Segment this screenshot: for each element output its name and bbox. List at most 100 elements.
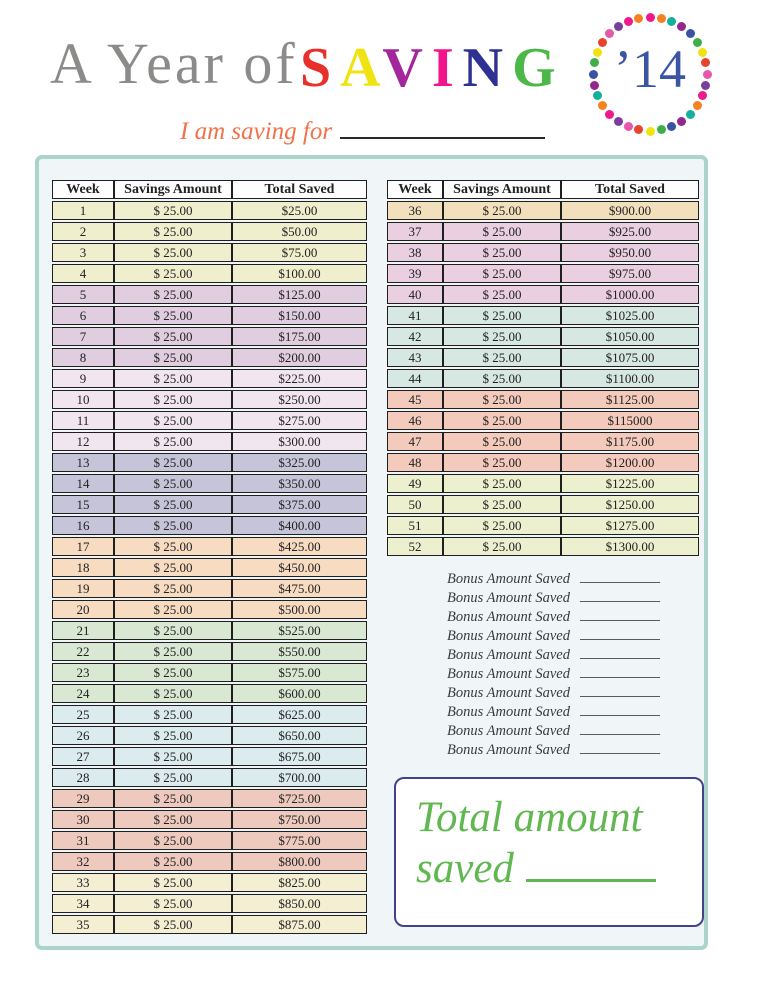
total-cell: $1025.00: [561, 306, 699, 325]
week-cell: 23: [52, 663, 114, 682]
table-row: 5 $ 25.00 $125.00: [52, 285, 367, 304]
amount-cell: $ 25.00: [114, 306, 232, 325]
bonus-amount-line: Bonus Amount Saved: [447, 647, 660, 666]
week-cell: 6: [52, 306, 114, 325]
week-cell: 1: [52, 201, 114, 220]
amount-cell: $ 25.00: [114, 621, 232, 640]
bonus-amount-blank-line: [579, 609, 660, 621]
column-header: Total Saved: [561, 180, 699, 199]
week-cell: 10: [52, 390, 114, 409]
total-cell: $575.00: [232, 663, 367, 682]
amount-cell: $ 25.00: [114, 474, 232, 493]
table-row: 50 $ 25.00 $1250.00: [387, 495, 699, 514]
table-row: 38 $ 25.00 $950.00: [387, 243, 699, 262]
circle-dot: [698, 91, 708, 101]
year-badge: ’14: [586, 10, 714, 138]
bonus-amount-line: Bonus Amount Saved: [447, 628, 660, 647]
table-row: 40 $ 25.00 $1000.00: [387, 285, 699, 304]
week-cell: 4: [52, 264, 114, 283]
total-cell: $100.00: [232, 264, 367, 283]
table-row: 25 $ 25.00 $625.00: [52, 705, 367, 724]
week-cell: 15: [52, 495, 114, 514]
amount-cell: $ 25.00: [114, 201, 232, 220]
amount-cell: $ 25.00: [114, 663, 232, 682]
week-cell: 48: [387, 453, 443, 472]
circle-dot: [667, 16, 677, 26]
total-cell: $775.00: [232, 831, 367, 850]
bonus-amount-label: Bonus Amount Saved: [447, 647, 570, 663]
bonus-amount-line: Bonus Amount Saved: [447, 704, 660, 723]
amount-cell: $ 25.00: [114, 852, 232, 871]
bonus-amount-label: Bonus Amount Saved: [447, 628, 570, 644]
bonus-amount-label: Bonus Amount Saved: [447, 609, 570, 625]
title-letter: G: [512, 37, 565, 99]
circle-dot: [692, 101, 702, 111]
week-cell: 22: [52, 642, 114, 661]
table-row: 24 $ 25.00 $600.00: [52, 684, 367, 703]
column-header: Savings Amount: [114, 180, 232, 199]
bonus-amount-label: Bonus Amount Saved: [447, 685, 570, 701]
amount-cell: $ 25.00: [443, 327, 561, 346]
week-cell: 44: [387, 369, 443, 388]
amount-cell: $ 25.00: [114, 411, 232, 430]
table-row: 52 $ 25.00 $1300.00: [387, 537, 699, 556]
total-cell: $1175.00: [561, 432, 699, 451]
circle-dot: [592, 91, 602, 101]
amount-cell: $ 25.00: [114, 915, 232, 934]
savings-table-weeks-1-35: Week Savings Amount Total Saved 1 $ 25.00 $2…: [52, 178, 367, 936]
table-row: 46 $ 25.00 $115000: [387, 411, 699, 430]
amount-cell: $ 25.00: [114, 348, 232, 367]
total-cell: $1200.00: [561, 453, 699, 472]
week-cell: 8: [52, 348, 114, 367]
week-cell: 33: [52, 873, 114, 892]
week-cell: 29: [52, 789, 114, 808]
week-cell: 38: [387, 243, 443, 262]
circle-dot: [667, 122, 677, 132]
year-badge-label: ’14: [614, 39, 686, 99]
amount-cell: $ 25.00: [443, 285, 561, 304]
amount-cell: $ 25.00: [443, 264, 561, 283]
total-cell: $1050.00: [561, 327, 699, 346]
savings-table-weeks-36-52: Week Savings Amount Total Saved 36 $ 25.00 $…: [387, 178, 699, 558]
table-row: 6 $ 25.00 $150.00: [52, 306, 367, 325]
circle-dot: [656, 125, 666, 135]
amount-cell: $ 25.00: [443, 201, 561, 220]
table-row: 32 $ 25.00 $800.00: [52, 852, 367, 871]
title-saving-word: SAVING: [300, 36, 565, 100]
table-row: 51 $ 25.00 $1275.00: [387, 516, 699, 535]
table-row: 33 $ 25.00 $825.00: [52, 873, 367, 892]
total-cell: $800.00: [232, 852, 367, 871]
total-cell: $175.00: [232, 327, 367, 346]
table-row: 31 $ 25.00 $775.00: [52, 831, 367, 850]
total-cell: $1225.00: [561, 474, 699, 493]
circle-dot: [656, 13, 666, 23]
total-cell: $115000: [561, 411, 699, 430]
total-amount-box: Total amount saved: [394, 777, 704, 927]
total-cell: $50.00: [232, 222, 367, 241]
amount-cell: $ 25.00: [114, 894, 232, 913]
table-row: 16 $ 25.00 $400.00: [52, 516, 367, 535]
amount-cell: $ 25.00: [114, 495, 232, 514]
week-cell: 9: [52, 369, 114, 388]
circle-dot: [634, 13, 644, 23]
table-row: 19 $ 25.00 $475.00: [52, 579, 367, 598]
table-row: 9 $ 25.00 $225.00: [52, 369, 367, 388]
bonus-amount-line: Bonus Amount Saved: [447, 723, 660, 742]
total-cell: $875.00: [232, 915, 367, 934]
bonus-amount-line: Bonus Amount Saved: [447, 742, 660, 761]
total-cell: $300.00: [232, 432, 367, 451]
table-row: 44 $ 25.00 $1100.00: [387, 369, 699, 388]
total-cell: $675.00: [232, 747, 367, 766]
week-cell: 18: [52, 558, 114, 577]
bonus-amount-label: Bonus Amount Saved: [447, 590, 570, 606]
total-cell: $500.00: [232, 600, 367, 619]
week-cell: 52: [387, 537, 443, 556]
table-row: 43 $ 25.00 $1075.00: [387, 348, 699, 367]
table-row: 26 $ 25.00 $650.00: [52, 726, 367, 745]
week-cell: 50: [387, 495, 443, 514]
week-cell: 32: [52, 852, 114, 871]
bonus-amount-line: Bonus Amount Saved: [447, 685, 660, 704]
amount-cell: $ 25.00: [114, 369, 232, 388]
total-cell: $150.00: [232, 306, 367, 325]
